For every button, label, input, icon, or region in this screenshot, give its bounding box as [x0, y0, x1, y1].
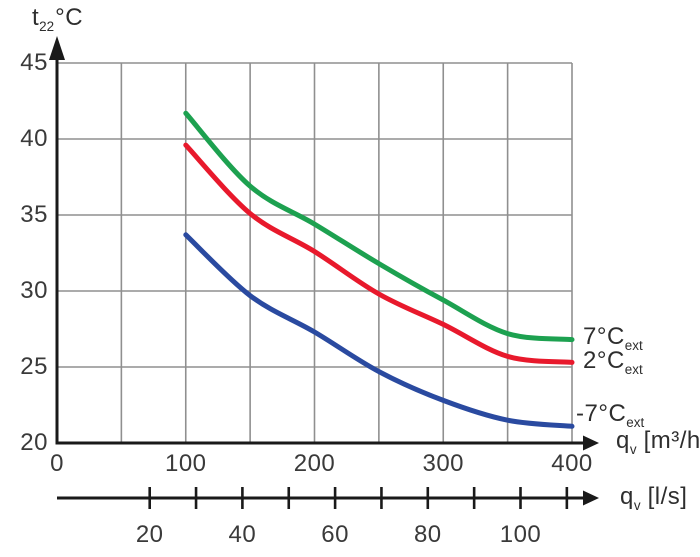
- secondary-x-axis-title-symbol: q: [620, 483, 634, 510]
- secondary-x-axis-title-unit: [l/s]: [647, 483, 688, 510]
- curve-label-2c-ext: 2°Cext: [583, 347, 643, 384]
- curve-7Cext: [183, 110, 575, 343]
- curve-label-text: 2°C: [583, 347, 625, 374]
- curve-label-subscript: ext: [626, 414, 645, 430]
- secondary-x-tick-label: 20: [135, 521, 164, 548]
- curve--7Cext: [183, 232, 575, 429]
- secondary-x-tick-label: 40: [228, 521, 257, 548]
- y-tick-label: 45: [20, 49, 48, 76]
- curve-label-subscript: ext: [624, 361, 643, 377]
- y-tick-label: 25: [20, 353, 48, 380]
- secondary-x-tick-label: 60: [321, 521, 349, 548]
- x-axis-title: qv [m³/h]: [616, 427, 700, 464]
- secondary-x-tick-label: 80: [413, 521, 442, 548]
- y-axis-title-subscript: 22: [39, 18, 55, 34]
- secondary-x-axis-title: qv [l/s]: [620, 483, 687, 520]
- x-tick-label: 400: [551, 450, 593, 477]
- curve-2Cext: [183, 142, 575, 365]
- y-tick-label: 30: [20, 277, 48, 304]
- x-tick-label: 200: [293, 450, 336, 477]
- x-tick-label: 0: [50, 450, 64, 477]
- y-axis-arrow-icon: [49, 36, 65, 60]
- curve-label-subscript: ext: [624, 337, 643, 353]
- x-tick-label: 300: [422, 450, 465, 477]
- y-axis-title: t22°C: [32, 4, 83, 41]
- secondary-x-axis-title-subscript: v: [633, 497, 641, 513]
- y-tick-label: 35: [20, 201, 48, 228]
- curve-label-7c-ext: 7°Cext: [583, 323, 643, 360]
- x-axis-title-subscript: v: [629, 441, 637, 457]
- x-axis-title-unit: [m³/h]: [643, 427, 700, 454]
- y-tick-label: 40: [20, 125, 48, 152]
- x-axis-arrow-icon: [583, 435, 599, 451]
- curve-label-text: -7°C: [576, 400, 627, 427]
- x-axis-title-symbol: q: [616, 427, 630, 454]
- curve-label-minus7c-ext: -7°Cext: [576, 400, 644, 437]
- curve-label-text: 7°C: [583, 323, 625, 350]
- y-tick-label: 20: [20, 429, 48, 456]
- x-tick-label: 100: [164, 450, 207, 477]
- secondary-x-tick-label: 100: [499, 521, 542, 548]
- secondary-x-axis-arrow-icon: [583, 490, 599, 506]
- y-axis-title-unit: °C: [55, 4, 84, 31]
- y-axis-title-symbol: t: [32, 4, 40, 31]
